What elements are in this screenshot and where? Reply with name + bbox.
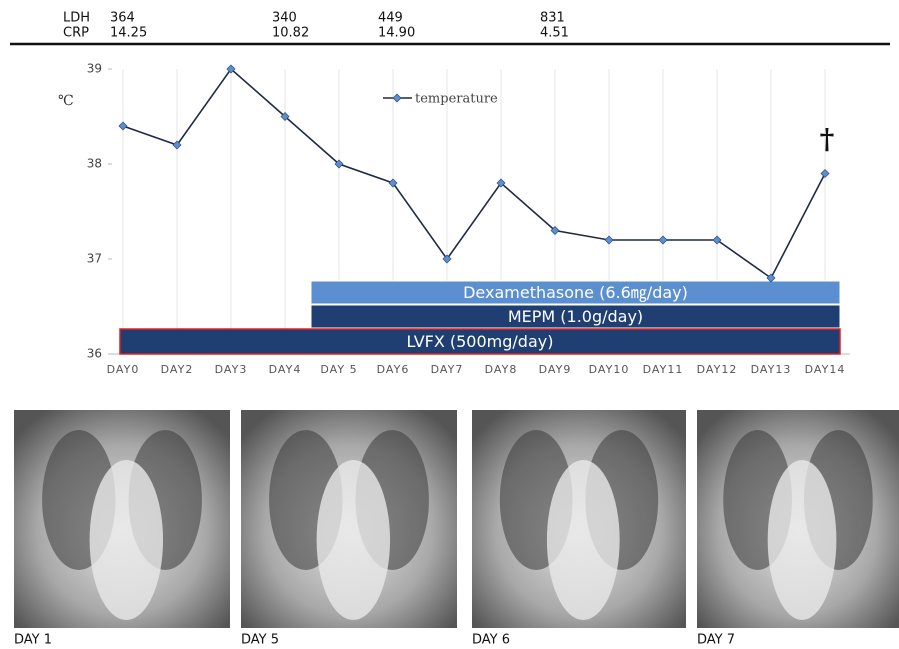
- lab-value: 364: [110, 11, 135, 26]
- marker: [659, 236, 667, 244]
- lab-value: 449: [378, 11, 403, 26]
- x-tick-label: DAY9: [539, 363, 572, 376]
- x-tick-label: DAY8: [485, 363, 518, 376]
- image-label: DAY 1: [14, 633, 52, 648]
- treatment-label: MEPM (1.0g/day): [508, 307, 643, 326]
- x-tick-label: DAY13: [751, 363, 792, 376]
- xray-image: [472, 410, 686, 628]
- x-tick-label: DAY0: [107, 363, 140, 376]
- legend-label: temperature: [415, 92, 498, 107]
- annotation: †: [820, 123, 835, 156]
- lab-value: 14.90: [378, 26, 415, 41]
- x-tick-label: DAY6: [377, 363, 410, 376]
- x-tick-label: DAY2: [161, 363, 194, 376]
- x-tick-label: DAY12: [697, 363, 738, 376]
- lab-value: 831: [540, 11, 565, 26]
- mediastinum: [768, 460, 837, 620]
- y-tick-label: 37: [87, 252, 102, 266]
- image-label: DAY 6: [472, 633, 510, 648]
- treatment-label: Dexamethasone (6.6㎎/day): [463, 283, 688, 302]
- mediastinum: [90, 460, 163, 620]
- xray-image: [14, 410, 230, 628]
- lab-value: 14.25: [110, 26, 147, 41]
- xray-image: [241, 410, 457, 628]
- x-tick-label: DAY14: [805, 363, 846, 376]
- mediastinum: [547, 460, 620, 620]
- x-tick-label: DAY10: [589, 363, 630, 376]
- lab-value: 10.82: [272, 26, 309, 41]
- marker: [605, 236, 613, 244]
- marker: [119, 122, 127, 130]
- figure: LDH 364 340 449 831 CRP 14.25 10.82 14.90 4.51 DAY…: [0, 0, 899, 649]
- marker: [821, 170, 829, 178]
- x-tick-label: DAY4: [269, 363, 302, 376]
- x-tick-label: DAY7: [431, 363, 464, 376]
- legend-marker: [393, 94, 401, 102]
- lab-name: CRP: [63, 26, 89, 41]
- y-tick-label: 36: [87, 347, 102, 361]
- mediastinum: [317, 460, 390, 620]
- y-unit: ℃: [58, 93, 74, 109]
- y-tick-label: 38: [87, 157, 102, 171]
- image-label: DAY 5: [241, 633, 279, 648]
- lab-value: 4.51: [540, 26, 569, 41]
- lab-name: LDH: [63, 11, 90, 26]
- treatment-label: LVFX (500mg/day): [407, 332, 554, 351]
- lab-value: 340: [272, 11, 297, 26]
- x-tick-label: DAY 5: [320, 363, 357, 376]
- y-tick-label: 39: [87, 62, 102, 76]
- x-tick-label: DAY3: [215, 363, 248, 376]
- image-label: DAY 7: [697, 633, 735, 648]
- x-tick-label: DAY11: [643, 363, 684, 376]
- xray-image: [697, 410, 899, 628]
